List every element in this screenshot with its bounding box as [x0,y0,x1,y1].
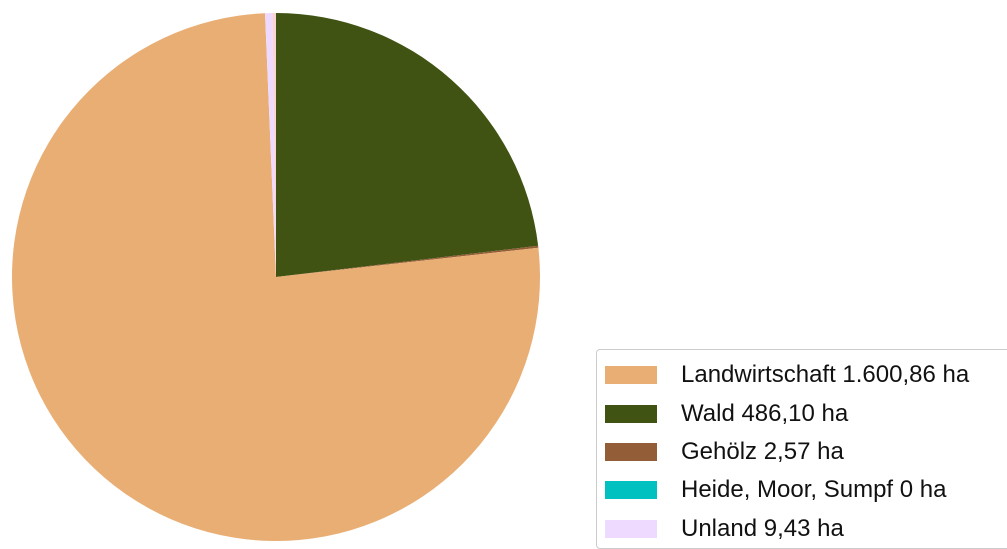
legend-swatch-gehoelz [605,442,657,461]
legend-item-wald: Wald 486,10 ha [605,394,1007,432]
legend-item-unland: Unland 9,43 ha [605,510,1007,548]
legend-label-heide-moor-sumpf: Heide, Moor, Sumpf 0 ha [681,476,947,504]
legend-swatch-unland [605,519,657,538]
legend-item-landwirtschaft: Landwirtschaft 1.600,86 ha [605,356,1007,394]
legend-label-gehoelz: Gehölz 2,57 ha [681,437,844,465]
legend-swatch-wald [605,404,657,423]
legend-item-heide-moor-sumpf: Heide, Moor, Sumpf 0 ha [605,471,1007,509]
legend-swatch-heide-moor-sumpf [605,481,657,500]
legend: Landwirtschaft 1.600,86 ha Wald 486,10 h… [596,349,1007,549]
legend-label-unland: Unland 9,43 ha [681,514,844,542]
pie-slice-landwirtschaft [11,13,540,541]
legend-item-gehoelz: Gehölz 2,57 ha [605,433,1007,471]
legend-label-wald: Wald 486,10 ha [681,399,849,427]
pie-slice-gehoelz [276,245,539,277]
legend-swatch-landwirtschaft [605,366,657,385]
legend-label-landwirtschaft: Landwirtschaft 1.600,86 ha [681,361,970,389]
pie-slice-unland [265,13,276,278]
pie-slice-wald [276,13,539,277]
pie-slice-extra [272,12,276,277]
